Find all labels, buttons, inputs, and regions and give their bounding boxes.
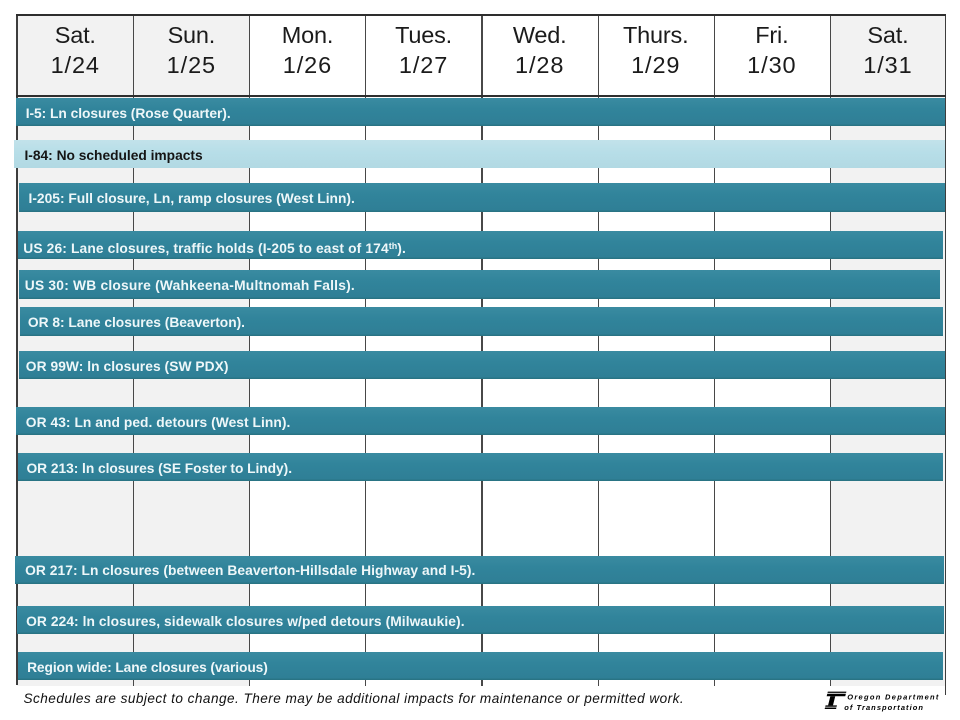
svg-text:Oregon Department: Oregon Department [847, 692, 940, 701]
svg-text:of Transportation: of Transportation [844, 703, 924, 712]
